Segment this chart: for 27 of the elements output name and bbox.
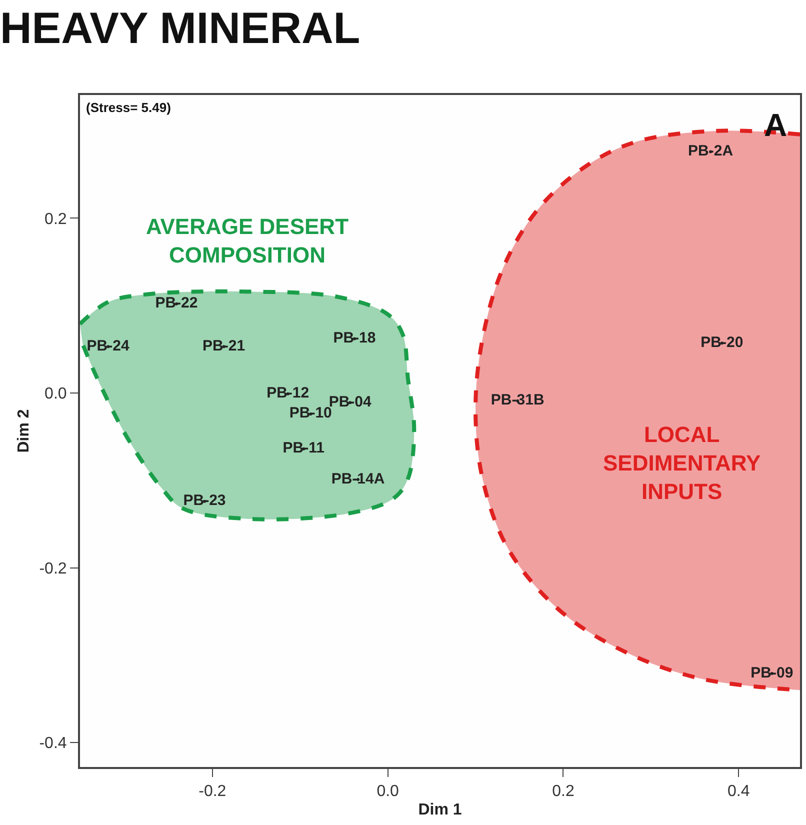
y-tick-label: 0.0: [44, 386, 67, 403]
data-label: PB-18: [333, 330, 376, 347]
data-label: PB-09: [750, 664, 794, 682]
chart-title: HEAVY MINERAL: [0, 4, 360, 54]
annotation: A: [764, 107, 788, 143]
data-label: PB-31B: [490, 392, 544, 409]
x-tick-label: -0.2: [198, 783, 226, 800]
x-axis-title: Dim 1: [418, 801, 462, 818]
data-label: PB-23: [183, 492, 226, 510]
data-label: PB-12: [266, 384, 310, 402]
annotation: (Stress= 5.49): [86, 100, 171, 115]
data-label: PB-14A: [331, 470, 385, 488]
data-label: PB-11: [282, 440, 324, 457]
data-label: PB-24: [86, 337, 130, 354]
data-label: PB-2A: [688, 142, 734, 160]
x-tick-label: 0.2: [552, 783, 574, 800]
data-label: PB-20: [700, 334, 744, 351]
data-label: PB-22: [155, 294, 198, 312]
data-label: PB-21: [202, 337, 246, 354]
x-tick-label: 0.0: [376, 783, 400, 800]
y-tick-label: -0.2: [39, 560, 67, 578]
y-tick-label: -0.4: [39, 735, 67, 752]
annotation: LOCAL SEDIMENTARY INPUTS: [603, 422, 761, 504]
y-tick-label: 0.2: [44, 210, 67, 228]
y-axis-title: Dim 2: [16, 409, 33, 453]
annotation: AVERAGE DESERT COMPOSITION: [146, 214, 350, 268]
x-tick-label: 0.4: [727, 783, 750, 800]
